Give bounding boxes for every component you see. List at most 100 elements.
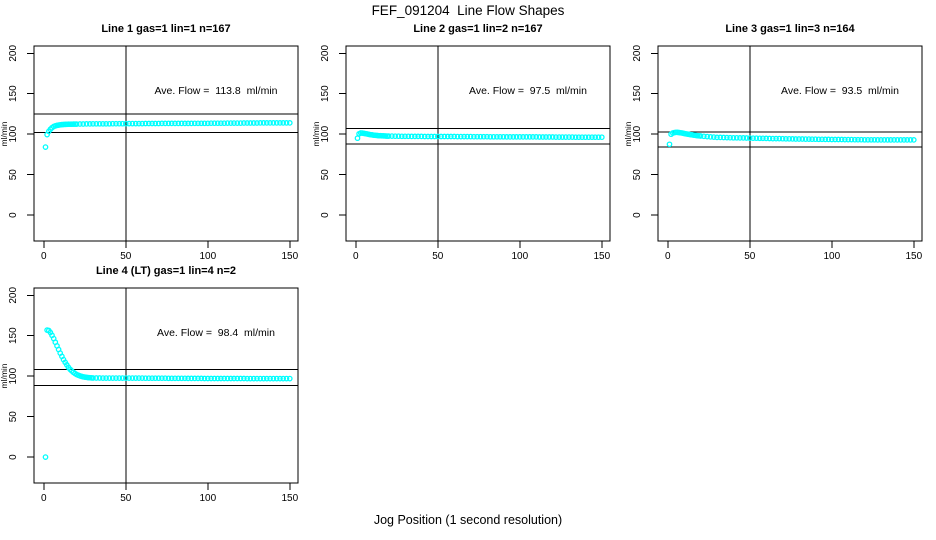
y-tick-label: 50 bbox=[8, 169, 19, 181]
data-point bbox=[858, 136, 865, 143]
data-point bbox=[881, 137, 888, 143]
data-point bbox=[116, 375, 123, 381]
data-point bbox=[398, 133, 405, 140]
y-tick-label: 0 bbox=[320, 212, 331, 218]
plot-box bbox=[345, 45, 611, 242]
panel-line-4: Line 4 (LT) gas=1 lin=4 n=2 0 50 100 150 200… bbox=[0, 265, 299, 504]
data-point bbox=[241, 120, 247, 126]
y-tick-label: 150 bbox=[8, 85, 19, 102]
data-point bbox=[783, 135, 789, 142]
data-point bbox=[842, 136, 848, 143]
data-point bbox=[717, 134, 724, 141]
data-point bbox=[270, 120, 277, 126]
data-point bbox=[710, 134, 717, 140]
data-point bbox=[198, 375, 205, 382]
data-point bbox=[267, 120, 273, 126]
data-point bbox=[254, 120, 260, 126]
data-point bbox=[704, 133, 711, 140]
data-point bbox=[799, 136, 806, 142]
data-point bbox=[434, 133, 441, 140]
data-point bbox=[438, 133, 444, 140]
data-point bbox=[592, 134, 599, 141]
data-point bbox=[221, 120, 228, 127]
y-tick-label: 150 bbox=[632, 85, 643, 102]
data-point bbox=[237, 120, 244, 126]
data-point bbox=[441, 133, 448, 140]
x-tick-label: 150 bbox=[905, 251, 922, 262]
data-point bbox=[90, 375, 96, 381]
data-point bbox=[126, 120, 132, 127]
data-point bbox=[168, 375, 175, 382]
data-point bbox=[467, 133, 474, 140]
y-tick-label: 100 bbox=[8, 367, 19, 384]
data-point bbox=[585, 134, 592, 141]
data-point bbox=[218, 120, 224, 127]
data-point bbox=[100, 120, 106, 127]
data-point bbox=[431, 133, 438, 140]
data-point bbox=[507, 134, 513, 140]
data-point bbox=[237, 375, 244, 382]
data-point bbox=[845, 136, 852, 143]
data-point bbox=[720, 134, 727, 141]
x-tick-label: 50 bbox=[744, 251, 756, 262]
data-point bbox=[812, 136, 819, 143]
data-point bbox=[769, 135, 776, 142]
data-point bbox=[569, 134, 576, 140]
data-point bbox=[129, 375, 136, 381]
data-point bbox=[523, 134, 530, 140]
data-point bbox=[884, 137, 891, 143]
y-axis-label: ml/min bbox=[623, 121, 633, 146]
data-point bbox=[730, 134, 737, 141]
data-point bbox=[119, 375, 126, 381]
data-point bbox=[149, 375, 155, 382]
data-point bbox=[579, 134, 585, 141]
data-point bbox=[418, 133, 425, 140]
x-tick-label: 100 bbox=[823, 251, 840, 262]
y-tick-label: 150 bbox=[320, 85, 331, 102]
data-point bbox=[792, 136, 799, 142]
data-point bbox=[159, 375, 165, 382]
plot-area: 0 50 100 150 200 0 50 100 150 bbox=[320, 45, 611, 262]
data-point bbox=[152, 375, 159, 382]
data-point bbox=[201, 375, 208, 382]
data-point bbox=[116, 120, 123, 127]
data-point bbox=[871, 136, 878, 143]
data-point bbox=[93, 120, 100, 127]
data-point bbox=[480, 133, 487, 140]
data-point bbox=[188, 375, 195, 382]
data-point bbox=[825, 136, 832, 143]
data-point bbox=[247, 120, 254, 126]
data-point bbox=[891, 137, 897, 143]
x-axis-label: Jog Position (1 second resolution) bbox=[373, 513, 563, 527]
plot-box bbox=[657, 45, 923, 242]
x-tick-label: 0 bbox=[41, 251, 47, 262]
data-point bbox=[218, 375, 224, 382]
x-tick-label: 0 bbox=[41, 493, 47, 504]
data-point bbox=[822, 136, 829, 143]
data-point bbox=[267, 375, 273, 382]
panel-title: Line 3 gas=1 lin=3 n=164 bbox=[725, 23, 855, 35]
data-point bbox=[103, 375, 109, 381]
data-point bbox=[244, 375, 251, 382]
data-point bbox=[155, 120, 162, 127]
panel-title: Line 4 (LT) gas=1 lin=4 n=2 bbox=[96, 265, 236, 277]
data-point bbox=[487, 133, 494, 140]
data-point bbox=[247, 375, 254, 382]
data-point bbox=[582, 134, 589, 141]
data-point bbox=[865, 136, 871, 143]
data-point bbox=[707, 134, 714, 140]
data-point bbox=[227, 375, 234, 382]
ave-flow-annotation: Ave. Flow = 97.5 ml/min bbox=[469, 85, 587, 97]
data-point bbox=[260, 120, 267, 126]
data-point bbox=[796, 136, 802, 142]
data-point bbox=[250, 375, 257, 382]
data-point bbox=[477, 133, 484, 140]
data-point bbox=[241, 375, 247, 382]
data-point bbox=[733, 134, 740, 141]
data-point bbox=[566, 134, 572, 140]
data-point bbox=[543, 134, 549, 140]
data-point bbox=[910, 137, 917, 143]
data-point bbox=[172, 120, 178, 127]
data-point bbox=[887, 137, 894, 143]
